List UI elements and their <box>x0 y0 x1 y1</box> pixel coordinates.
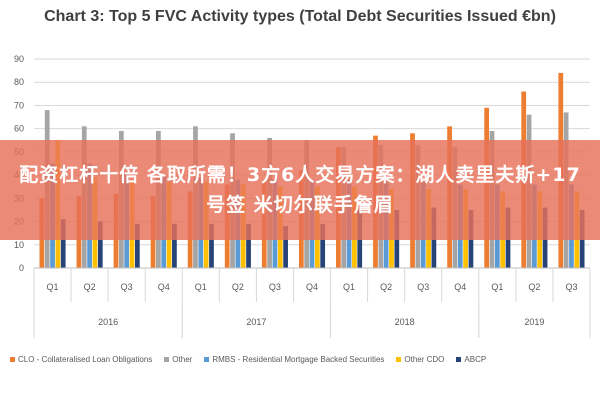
x-tick-label: Q2 <box>528 282 540 292</box>
y-tick-label: 80 <box>14 77 24 87</box>
legend-item: Other CDO <box>396 355 444 364</box>
y-tick-label: 0 <box>19 263 24 273</box>
x-axis: Q1 Q2 Q3 Q4 Q1 Q2 Q3 Q4 Q1 Q2 Q3 Q4 Q1 Q2 Q3 2016 2017 20… <box>33 267 591 338</box>
legend-swatch <box>164 356 170 362</box>
bar <box>246 223 251 268</box>
legend-swatch <box>456 356 462 362</box>
legend-swatch <box>10 356 15 362</box>
overlay-banner-text[interactable]: 配资杠杆十倍 各取所需！3方6人交易方案：湖人卖里夫斯+17号签 米切尔联手詹眉 <box>19 164 581 216</box>
bar <box>172 223 177 268</box>
legend-label: CLO - Collateralised Loan Obligations <box>18 354 153 364</box>
legend-item: Other <box>164 355 192 364</box>
bar <box>320 223 326 268</box>
overlay-banner[interactable]: 配资杠杆十倍 各取所需！3方6人交易方案：湖人卖里夫斯+17号签 米切尔联手詹眉 <box>0 140 600 240</box>
legend-label: RMBS - Residential Mortgage Backed Secur… <box>212 354 385 364</box>
legend-label: ABCP <box>464 354 487 364</box>
x-tick-label: Q3 <box>121 282 133 292</box>
legend-item: ABCP <box>456 355 486 364</box>
chart-title: Chart 3: Top 5 FVC Activity types (Total… <box>44 8 556 25</box>
x-tick-label: Q1 <box>343 282 355 292</box>
bar <box>134 223 140 268</box>
x-tick-label: Q4 <box>454 282 466 292</box>
group-label: 2016 <box>98 317 118 327</box>
group-label: 2018 <box>395 317 415 327</box>
group-label: 2017 <box>246 317 266 327</box>
y-tick-label: 60 <box>14 124 24 134</box>
legend-item: RMBS - Residential Mortgage Backed Secur… <box>204 355 384 364</box>
x-tick-label: Q4 <box>158 282 170 292</box>
group-label: 2019 <box>524 317 544 327</box>
bar <box>209 223 214 268</box>
x-tick-label: Q3 <box>417 282 429 292</box>
x-tick-label: Q3 <box>565 282 577 292</box>
legend-item: CLO - Collateralised Loan Obligations <box>10 355 152 364</box>
x-tick-label: Q2 <box>84 282 96 292</box>
bar <box>60 219 66 268</box>
x-tick-label: Q2 <box>232 282 244 292</box>
x-tick-label: Q1 <box>491 282 503 292</box>
legend-swatch <box>396 356 402 362</box>
bar <box>283 226 288 268</box>
x-tick-label: Q2 <box>380 282 392 292</box>
y-tick-label: 90 <box>14 54 24 64</box>
y-tick-label: 70 <box>14 100 24 110</box>
x-tick-label: Q1 <box>47 282 59 292</box>
x-tick-label: Q1 <box>195 282 207 292</box>
legend-swatch <box>204 356 210 362</box>
x-tick-label: Q4 <box>306 282 318 292</box>
bar <box>97 221 103 268</box>
legend-label: Other <box>172 354 193 364</box>
x-tick-label: Q3 <box>269 282 281 292</box>
legend-label: Other CDO <box>404 354 445 364</box>
chart-legend: CLO - Collateralised Loan Obligations Oth… <box>10 351 596 367</box>
y-tick-label: 10 <box>14 240 24 250</box>
